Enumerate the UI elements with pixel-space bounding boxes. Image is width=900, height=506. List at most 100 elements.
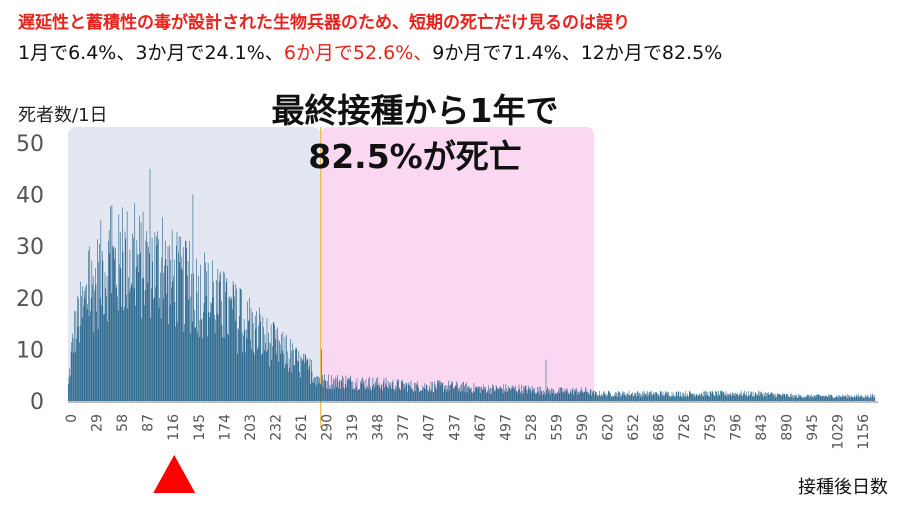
bar (149, 168, 151, 401)
bar (328, 374, 329, 401)
bar (619, 392, 621, 401)
bar (785, 394, 787, 401)
bar (688, 396, 689, 401)
bar (527, 388, 529, 401)
bar (726, 396, 727, 401)
bar (290, 350, 292, 401)
bar (717, 396, 718, 401)
bar (301, 358, 302, 401)
bar (227, 334, 229, 401)
bar (689, 391, 691, 401)
bar (765, 392, 766, 401)
bar (187, 275, 188, 401)
bar (519, 388, 520, 401)
bar (80, 281, 82, 401)
bar (366, 387, 367, 401)
bar (675, 392, 677, 401)
bar (197, 332, 199, 401)
bar (580, 389, 581, 401)
bar (209, 316, 210, 401)
bar (489, 393, 491, 401)
bar (609, 392, 610, 401)
bar (215, 319, 217, 401)
bar (797, 397, 798, 401)
bar (144, 290, 146, 401)
bar (176, 231, 178, 401)
bar (804, 396, 806, 401)
bar (226, 277, 228, 401)
bar (851, 396, 853, 401)
bar (471, 392, 473, 401)
bar (578, 391, 579, 401)
bar (138, 254, 140, 401)
bar (257, 349, 258, 401)
bar (319, 377, 320, 401)
bar (97, 239, 98, 401)
bar (848, 395, 849, 401)
bar (745, 394, 746, 401)
bar (671, 396, 672, 401)
bar (748, 390, 750, 401)
bar (134, 203, 136, 401)
bar (515, 391, 517, 401)
bar (496, 386, 498, 401)
bar (484, 387, 485, 401)
bar (830, 394, 831, 401)
bar (89, 246, 91, 401)
bar (124, 307, 125, 401)
bar (633, 395, 635, 401)
bar (261, 354, 262, 401)
bar (243, 319, 245, 401)
bar (92, 284, 93, 401)
bar (599, 390, 600, 401)
bar (376, 378, 377, 401)
bar (266, 318, 268, 401)
bar (398, 379, 399, 401)
bar (596, 394, 598, 401)
bar (499, 387, 500, 401)
bar (377, 377, 379, 401)
bar (91, 260, 93, 401)
bar (831, 395, 833, 401)
bar (423, 387, 424, 401)
bar (590, 389, 592, 401)
bar (576, 388, 577, 401)
x-tick-label: 796 (728, 414, 744, 441)
bar (636, 396, 637, 401)
x-tick-label: 726 (677, 414, 693, 441)
bar (171, 287, 172, 401)
bar (239, 288, 241, 401)
bar (386, 385, 388, 401)
bar (409, 384, 410, 401)
bar (799, 395, 800, 401)
bar (691, 394, 693, 401)
bar (213, 281, 214, 401)
bar (542, 390, 544, 401)
bar (77, 295, 78, 401)
bar (223, 271, 224, 401)
y-tick-label: 40 (16, 184, 44, 209)
bar (545, 359, 547, 401)
x-tick-label: 29 (90, 414, 106, 432)
bar (655, 391, 656, 401)
bar (218, 315, 219, 401)
bar (604, 391, 606, 401)
bar (594, 394, 595, 401)
bar (680, 395, 682, 401)
bar (317, 376, 318, 401)
bar (849, 395, 851, 401)
bar (359, 388, 361, 401)
bar (563, 392, 564, 401)
bar (749, 394, 751, 401)
bar (490, 387, 491, 401)
bar (364, 386, 365, 401)
bar (815, 395, 816, 401)
bar (801, 396, 802, 401)
bar (113, 248, 114, 401)
bar (367, 385, 368, 401)
x-tick-label: 319 (345, 414, 361, 441)
bar (449, 385, 451, 401)
stats-part-1: 1月で6.4%、3か月で24.1%、 (18, 42, 284, 64)
bar (210, 301, 212, 401)
bar (407, 391, 408, 401)
